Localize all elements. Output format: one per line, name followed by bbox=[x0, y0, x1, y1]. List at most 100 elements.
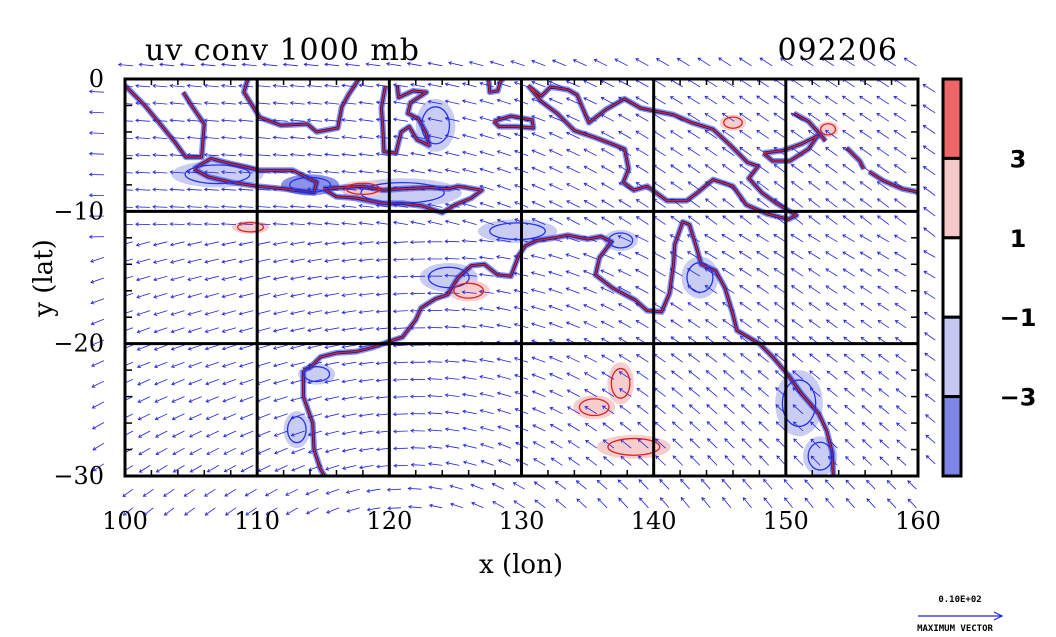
wind-vector bbox=[603, 456, 615, 466]
wind-vector bbox=[272, 204, 288, 209]
wind-vector bbox=[634, 234, 649, 243]
wind-vector bbox=[172, 465, 185, 473]
wind-vector bbox=[188, 396, 202, 403]
wind-vector bbox=[306, 152, 322, 157]
wind-vector bbox=[238, 118, 254, 123]
wind-vector bbox=[444, 239, 460, 244]
wind-vector bbox=[688, 404, 701, 415]
wind-vector bbox=[240, 447, 254, 455]
wind-vector bbox=[567, 423, 580, 432]
wind-vector bbox=[409, 240, 426, 245]
wind-vector bbox=[877, 302, 890, 311]
wind-vector bbox=[531, 59, 546, 67]
wind-vector bbox=[170, 258, 185, 264]
wind-vector bbox=[496, 184, 512, 191]
wind-vector bbox=[409, 360, 426, 365]
lat-lon-grid bbox=[125, 79, 918, 476]
wind-vector bbox=[496, 167, 512, 174]
wind-vector bbox=[272, 327, 288, 333]
wind-vector bbox=[341, 135, 357, 140]
wind-vector bbox=[307, 293, 322, 298]
wind-vector bbox=[125, 430, 134, 436]
wind-vector bbox=[324, 447, 340, 454]
wind-vector bbox=[204, 344, 219, 351]
wind-vector bbox=[153, 293, 168, 299]
wind-vector bbox=[548, 253, 563, 260]
wind-vector bbox=[478, 323, 494, 329]
wind-vector bbox=[617, 269, 632, 277]
x-axis-label: x (lon) bbox=[479, 550, 563, 580]
wind-vector bbox=[825, 164, 838, 174]
contour-11 bbox=[610, 367, 631, 399]
wind-vector bbox=[680, 478, 690, 490]
contour-18 bbox=[723, 116, 743, 129]
wind-vector bbox=[894, 269, 907, 277]
wind-vector bbox=[341, 413, 357, 418]
wind-vector bbox=[859, 285, 872, 294]
wind-vector bbox=[136, 361, 151, 369]
wind-vector bbox=[273, 430, 288, 437]
wind-vector bbox=[893, 130, 907, 139]
wind-vector bbox=[530, 288, 546, 294]
wind-vector bbox=[924, 393, 936, 403]
wind-vector bbox=[859, 215, 872, 225]
wind-vector bbox=[810, 421, 821, 432]
wind-vector bbox=[809, 370, 821, 380]
wind-vector bbox=[324, 221, 340, 226]
wind-vector bbox=[704, 198, 718, 208]
wind-vector bbox=[220, 204, 237, 209]
wind-vector bbox=[205, 413, 219, 420]
wind-vector bbox=[533, 481, 546, 490]
wind-vector bbox=[392, 220, 408, 225]
wind-vector bbox=[221, 344, 237, 351]
wind-vector bbox=[221, 241, 237, 247]
wind-vector bbox=[704, 251, 718, 260]
wind-vector bbox=[659, 478, 670, 490]
wind-vector bbox=[184, 507, 196, 516]
wind-vector bbox=[358, 413, 374, 418]
coast-contour-new-guinea bbox=[527, 85, 798, 221]
wind-vector bbox=[533, 458, 546, 466]
wind-vector bbox=[324, 327, 340, 332]
wind-vector bbox=[138, 447, 151, 456]
wind-vector bbox=[358, 447, 374, 453]
wind-vector bbox=[135, 153, 151, 158]
wind-vector bbox=[635, 268, 649, 277]
wind-vector bbox=[92, 442, 105, 451]
wind-vector bbox=[221, 135, 237, 140]
wind-vector bbox=[896, 456, 907, 466]
wind-vector bbox=[221, 83, 237, 88]
colorbar-label-3: −3 bbox=[1000, 384, 1037, 412]
wind-vector bbox=[792, 404, 804, 415]
wind-vector bbox=[272, 275, 288, 281]
contour-7 bbox=[453, 282, 485, 299]
wind-vector bbox=[462, 167, 477, 174]
colorbar: 3 1 −1 −3 bbox=[941, 77, 1037, 478]
wind-vector bbox=[289, 135, 305, 140]
wind-vector bbox=[739, 302, 752, 311]
wind-vector bbox=[496, 391, 512, 397]
wind-vector bbox=[497, 442, 512, 449]
wind-vector bbox=[845, 456, 855, 466]
wind-vector bbox=[272, 135, 288, 140]
wind-vector bbox=[341, 430, 357, 436]
wind-vector bbox=[221, 187, 237, 192]
wind-vector bbox=[221, 275, 237, 281]
wind-vector bbox=[721, 95, 735, 105]
wind-vector bbox=[550, 440, 563, 449]
wind-vector bbox=[763, 478, 773, 490]
wind-vector bbox=[808, 302, 821, 311]
wind-vector bbox=[240, 465, 254, 473]
wind-vector bbox=[461, 116, 477, 122]
wind-vector bbox=[427, 445, 443, 450]
wind-vector bbox=[634, 251, 649, 260]
wind-vector bbox=[566, 148, 580, 157]
wind-vector bbox=[155, 465, 168, 473]
wind-vector bbox=[341, 204, 357, 209]
wind-vector bbox=[739, 285, 752, 294]
contour-9 bbox=[781, 379, 817, 428]
wind-vector bbox=[826, 370, 838, 380]
wind-vector bbox=[758, 421, 769, 432]
wind-vector bbox=[358, 100, 374, 105]
wind-vector bbox=[859, 251, 872, 260]
